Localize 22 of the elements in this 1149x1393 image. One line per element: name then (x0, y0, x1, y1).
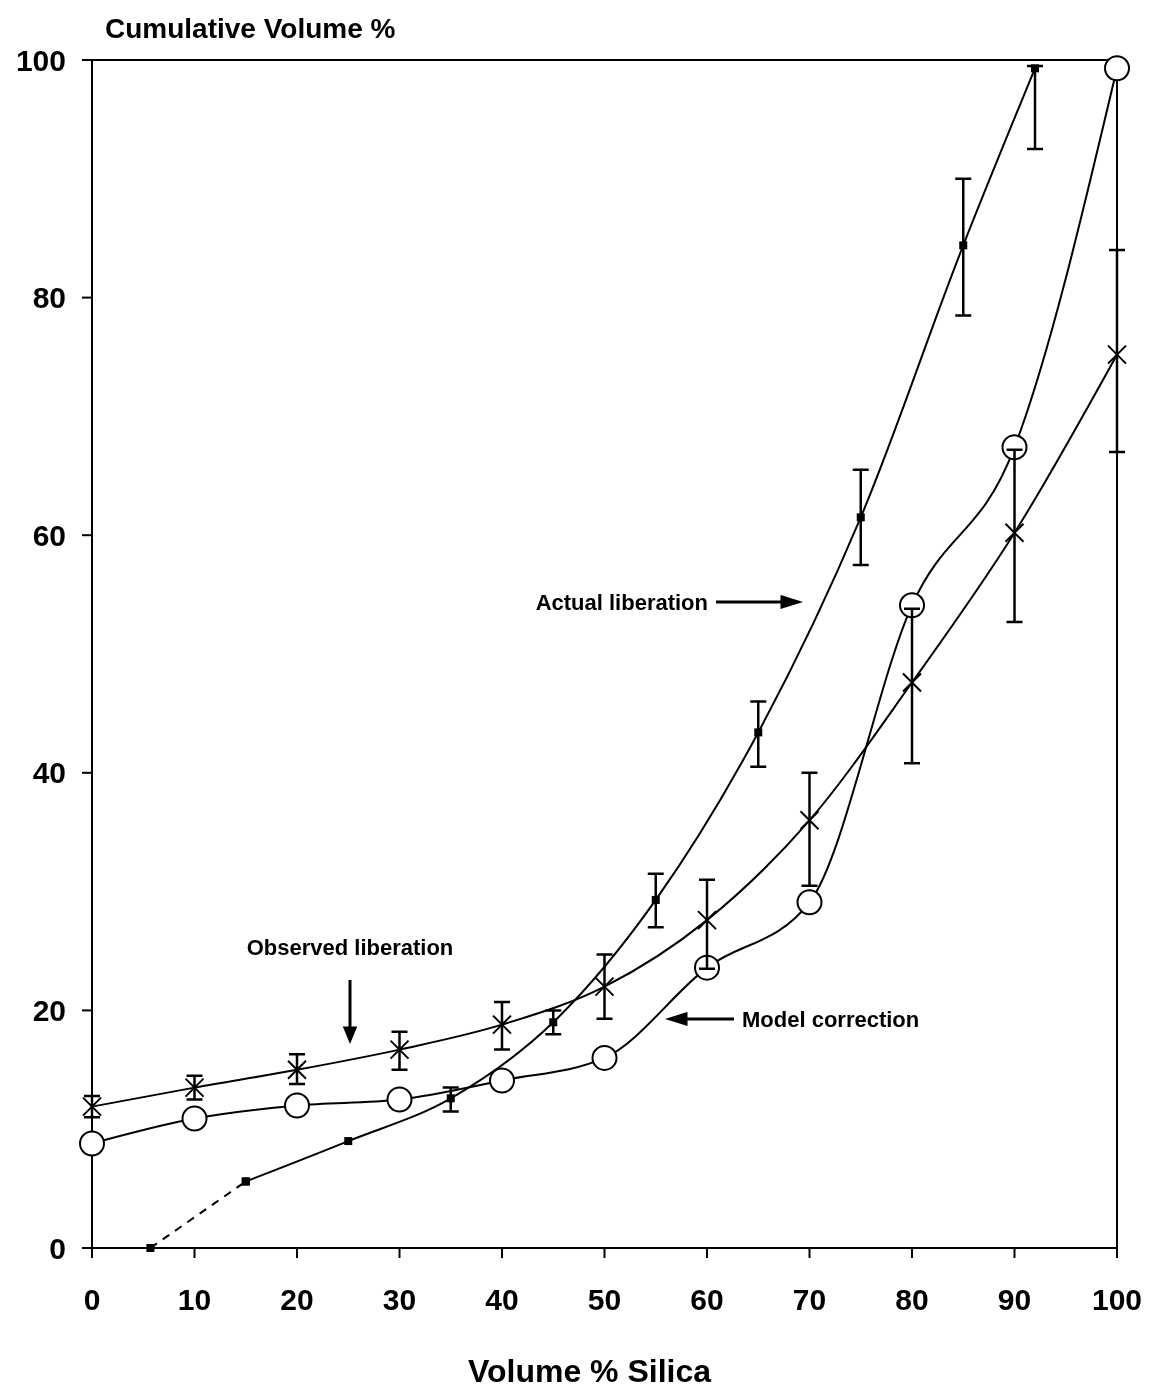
x-axis-title: Volume % Silica (467, 1353, 712, 1389)
y-tick-label: 60 (32, 518, 66, 552)
x-tick-label: 20 (280, 1283, 314, 1316)
annotation: Observed liberation (246, 935, 454, 960)
x-tick-label: 30 (382, 1283, 417, 1316)
x-tick-label: 10 (177, 1283, 212, 1316)
x-tick-label: 90 (997, 1283, 1032, 1316)
x-tick-label: 100 (1091, 1283, 1143, 1316)
y-axis-title: Cumulative Volume % (105, 13, 396, 44)
x-tick-label: 70 (792, 1283, 827, 1316)
x-tick-label: 50 (587, 1283, 622, 1316)
annotation: Model correction (742, 1006, 920, 1032)
y-tick-label: 40 (32, 756, 66, 790)
y-tick-label: 0 (49, 1231, 66, 1265)
y-tick-label: 100 (15, 43, 66, 77)
y-tick-label: 20 (32, 993, 66, 1027)
x-tick-label: 40 (485, 1283, 519, 1316)
y-tick-label: 80 (32, 281, 66, 315)
x-tick-label: 0 (83, 1283, 101, 1316)
x-tick-label: 80 (895, 1283, 929, 1316)
annotation: Actual liberation (535, 589, 708, 615)
x-tick-label: 60 (690, 1283, 724, 1316)
